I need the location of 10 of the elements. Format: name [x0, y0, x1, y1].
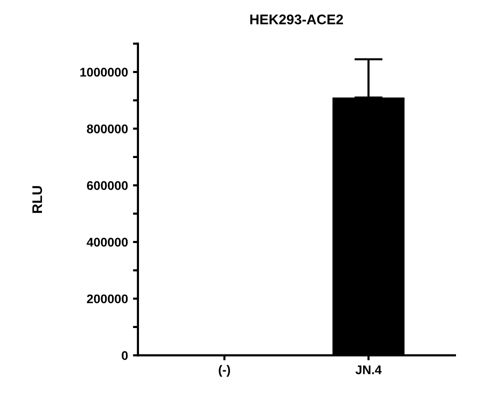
- y-tick-label: 400000: [86, 238, 128, 247]
- y-tick-label: 0: [122, 351, 128, 360]
- y-tick-label: 600000: [86, 181, 128, 190]
- chart-title: HEK293-ACE2: [250, 14, 343, 24]
- x-tick-label: JN.4: [355, 365, 382, 374]
- y-tick-label: 1000000: [80, 68, 128, 77]
- y-axis-title: RLU: [32, 186, 42, 213]
- x-tick-label: (-): [218, 365, 230, 377]
- y-tick-label: 800000: [86, 124, 128, 134]
- y-tick-label: 200000: [86, 294, 128, 304]
